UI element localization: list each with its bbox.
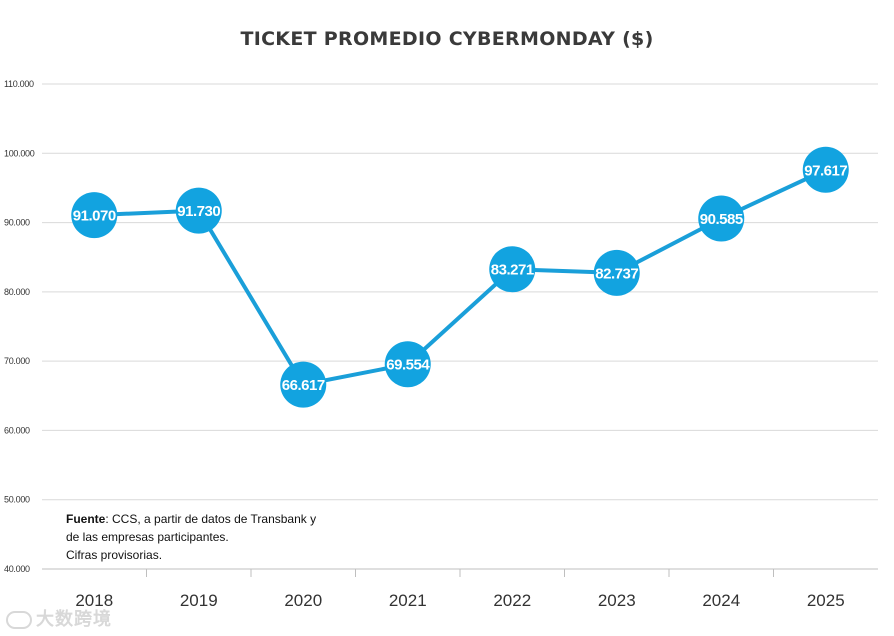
source-line-2: de las empresas participantes. bbox=[66, 530, 229, 544]
watermark-text: 大数跨境 bbox=[36, 609, 112, 629]
data-point bbox=[593, 249, 640, 296]
y-tick-label: 90.000 bbox=[4, 218, 30, 228]
source-line-3: Cifras provisorias. bbox=[66, 548, 163, 562]
y-tick-label: 40.000 bbox=[4, 564, 30, 574]
x-tick-label: 2023 bbox=[598, 591, 636, 610]
x-tick-label: 2022 bbox=[493, 591, 531, 610]
source-label: Fuente bbox=[66, 512, 106, 526]
watermark: 大数跨境 bbox=[6, 605, 112, 631]
data-label: 91.070 bbox=[73, 208, 116, 225]
data-point bbox=[698, 195, 745, 242]
data-label: 82.737 bbox=[595, 265, 638, 282]
data-point bbox=[489, 246, 536, 293]
watermark-logo-icon bbox=[6, 611, 32, 630]
y-tick-label: 80.000 bbox=[4, 287, 30, 297]
data-label: 90.585 bbox=[700, 211, 743, 228]
data-label: 97.617 bbox=[804, 162, 847, 179]
x-tick-label: 2020 bbox=[284, 591, 322, 610]
data-label: 91.730 bbox=[177, 203, 220, 220]
y-tick-label: 70.000 bbox=[4, 356, 30, 366]
data-label: 66.617 bbox=[282, 377, 325, 394]
chart-title: TICKET PROMEDIO CYBERMONDAY ($) bbox=[240, 28, 654, 50]
y-tick-label: 50.000 bbox=[4, 495, 30, 505]
x-tick-label: 2018 bbox=[75, 591, 113, 610]
data-point bbox=[802, 146, 849, 193]
x-tick-label: 2021 bbox=[389, 591, 427, 610]
source-text: : CCS, a partir de datos de Transbank y bbox=[105, 512, 317, 526]
data-point bbox=[175, 187, 222, 234]
source-line-1: Fuente: CCS, a partir de datos de Transb… bbox=[66, 510, 316, 528]
data-point bbox=[384, 341, 431, 388]
x-tick-label: 2024 bbox=[702, 591, 740, 610]
data-point bbox=[280, 361, 327, 408]
data-label: 69.554 bbox=[386, 357, 430, 374]
x-tick-label: 2025 bbox=[807, 591, 845, 610]
source-note: Fuente: CCS, a partir de datos de Transb… bbox=[66, 510, 316, 564]
y-tick-label: 100.000 bbox=[4, 148, 35, 158]
y-tick-label: 110.000 bbox=[4, 79, 34, 89]
data-point bbox=[71, 192, 118, 239]
data-label: 83.271 bbox=[491, 262, 534, 279]
y-tick-label: 60.000 bbox=[4, 425, 30, 435]
x-tick-label: 2019 bbox=[180, 591, 218, 610]
